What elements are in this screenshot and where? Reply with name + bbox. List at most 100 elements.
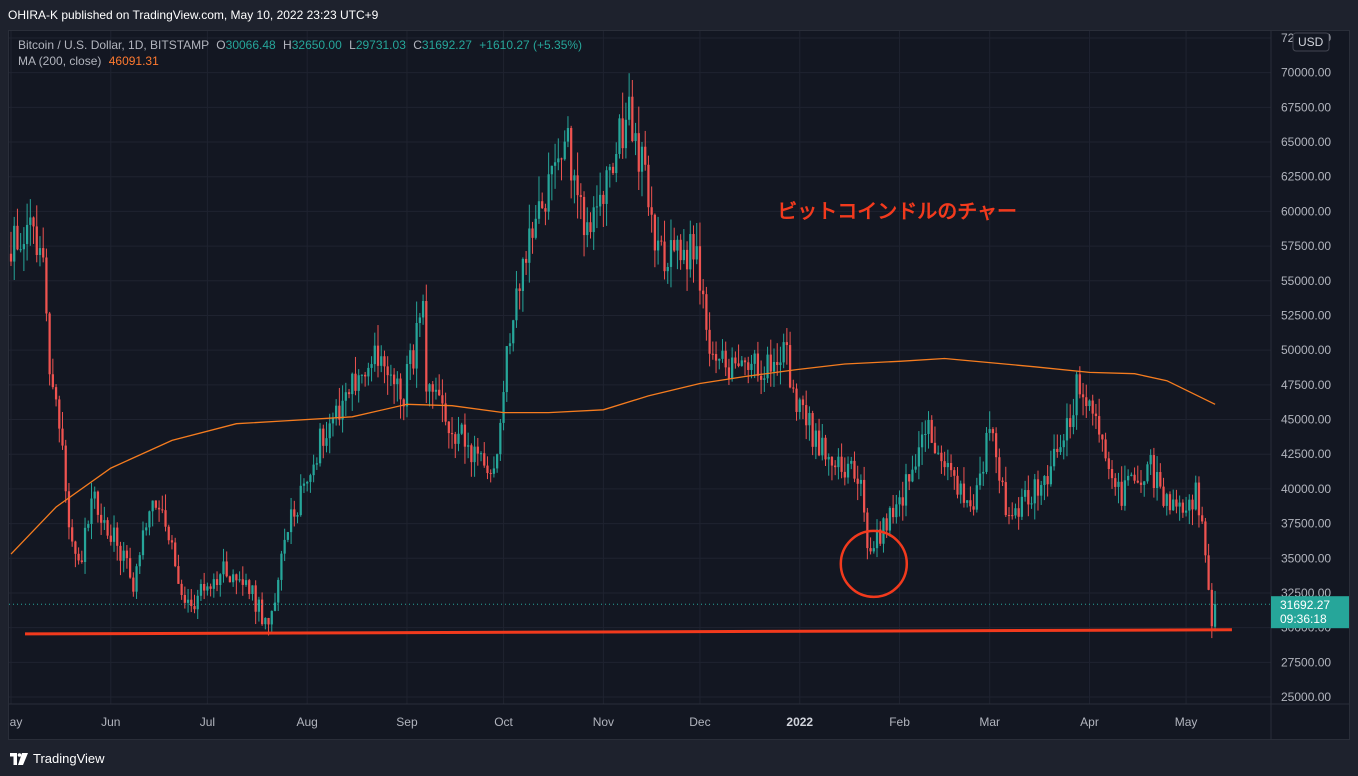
candle-body[interactable]: [927, 420, 930, 435]
candle-body[interactable]: [1188, 499, 1191, 511]
candle-body[interactable]: [125, 550, 129, 559]
candle-body[interactable]: [731, 357, 734, 379]
candle-body[interactable]: [161, 509, 164, 511]
candle-body[interactable]: [685, 249, 689, 270]
candle-body[interactable]: [937, 452, 940, 454]
candle-body[interactable]: [850, 460, 853, 464]
candle-body[interactable]: [103, 520, 106, 523]
candle-body[interactable]: [338, 405, 341, 420]
candle-body[interactable]: [447, 421, 450, 434]
candle-body[interactable]: [51, 374, 54, 388]
candle-body[interactable]: [534, 218, 537, 238]
candle-body[interactable]: [502, 392, 505, 423]
candle-body[interactable]: [209, 586, 212, 589]
candle-body[interactable]: [1023, 490, 1027, 497]
candle-body[interactable]: [1046, 476, 1049, 485]
candle-body[interactable]: [399, 378, 402, 400]
candle-body[interactable]: [1062, 440, 1065, 448]
candle-body[interactable]: [1184, 510, 1188, 513]
candle-body[interactable]: [663, 241, 666, 272]
candle-body[interactable]: [1081, 394, 1085, 398]
candle-body[interactable]: [982, 471, 985, 474]
candle-body[interactable]: [634, 133, 637, 142]
candle-body[interactable]: [486, 465, 489, 474]
candle-body[interactable]: [306, 481, 309, 484]
candle-body[interactable]: [563, 141, 566, 160]
candle-body[interactable]: [924, 434, 927, 436]
candle-body[interactable]: [933, 442, 937, 454]
candle-body[interactable]: [541, 201, 544, 209]
candle-body[interactable]: [376, 345, 380, 366]
candle-body[interactable]: [521, 258, 525, 292]
candle-body[interactable]: [895, 504, 898, 518]
candle-body[interactable]: [1197, 482, 1201, 516]
candle-body[interactable]: [531, 228, 534, 238]
candle-body[interactable]: [698, 246, 702, 291]
candle-body[interactable]: [222, 561, 225, 575]
candle-body[interactable]: [547, 174, 550, 212]
candle-body[interactable]: [705, 294, 708, 330]
candle-body[interactable]: [354, 373, 357, 391]
candle-body[interactable]: [418, 317, 421, 324]
candle-body[interactable]: [1065, 418, 1069, 441]
candle-body[interactable]: [621, 118, 624, 149]
candle-body[interactable]: [264, 617, 267, 625]
candle-body[interactable]: [792, 387, 795, 389]
candle-body[interactable]: [122, 550, 125, 561]
candle-body[interactable]: [891, 507, 895, 518]
candle-body[interactable]: [248, 580, 251, 595]
candle-body[interactable]: [347, 392, 351, 395]
candle-body[interactable]: [396, 378, 399, 385]
candle-body[interactable]: [872, 548, 875, 552]
candle-body[interactable]: [766, 354, 769, 379]
candle-body[interactable]: [959, 483, 962, 495]
candle-body[interactable]: [885, 518, 888, 531]
candle-body[interactable]: [1017, 508, 1020, 517]
candle-body[interactable]: [914, 466, 917, 470]
candle-body[interactable]: [743, 360, 747, 363]
candle-body[interactable]: [428, 384, 431, 392]
candle-body[interactable]: [112, 527, 116, 542]
candle-body[interactable]: [241, 579, 244, 585]
candle-body[interactable]: [824, 437, 827, 460]
candle-body[interactable]: [244, 580, 248, 585]
candle-body[interactable]: [595, 206, 599, 208]
candle-body[interactable]: [380, 356, 383, 366]
candle-body[interactable]: [454, 434, 457, 444]
candle-body[interactable]: [164, 510, 167, 527]
candle-body[interactable]: [673, 240, 676, 251]
candle-body[interactable]: [1162, 486, 1165, 506]
candle-body[interactable]: [557, 158, 560, 163]
candle-body[interactable]: [908, 474, 911, 482]
candle-body[interactable]: [1149, 455, 1152, 465]
candle-body[interactable]: [1007, 515, 1011, 517]
symbol-label[interactable]: Bitcoin / U.S. Dollar, 1D, BITSTAMP: [18, 38, 209, 52]
candle-body[interactable]: [444, 403, 447, 422]
candle-body[interactable]: [904, 474, 908, 506]
candle-body[interactable]: [235, 574, 238, 581]
candle-body[interactable]: [318, 428, 322, 464]
candle-body[interactable]: [425, 301, 428, 392]
candle-body[interactable]: [811, 413, 814, 447]
candle-body[interactable]: [859, 479, 863, 484]
candle-body[interactable]: [1139, 482, 1143, 485]
candle-body[interactable]: [45, 257, 48, 314]
candle-body[interactable]: [805, 405, 808, 426]
candle-body[interactable]: [186, 599, 190, 603]
candle-body[interactable]: [460, 424, 463, 434]
candle-body[interactable]: [679, 239, 682, 261]
candle-body[interactable]: [782, 342, 785, 363]
candle-body[interactable]: [573, 175, 576, 181]
candle-body[interactable]: [58, 399, 61, 429]
candle-body[interactable]: [283, 539, 286, 554]
candle-body[interactable]: [1159, 472, 1162, 487]
candle-body[interactable]: [966, 500, 969, 503]
candle-body[interactable]: [763, 378, 766, 380]
candle-body[interactable]: [946, 462, 949, 468]
candle-body[interactable]: [772, 361, 776, 372]
candle-body[interactable]: [1040, 485, 1043, 496]
candle-body[interactable]: [492, 468, 496, 474]
candle-body[interactable]: [920, 434, 924, 448]
candle-body[interactable]: [586, 222, 589, 236]
candle-body[interactable]: [1014, 508, 1017, 516]
